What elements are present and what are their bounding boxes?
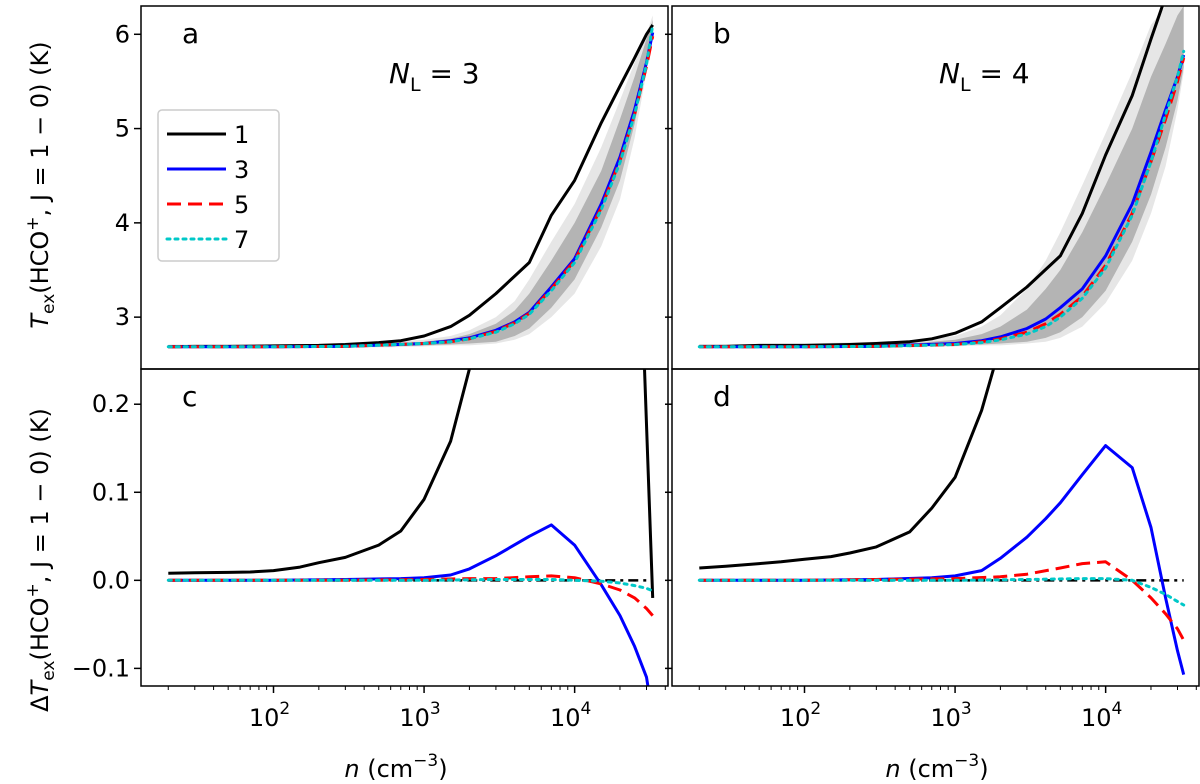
legend-label-1: 1 — [234, 121, 249, 149]
annotation-NL-panel-a: NL = 3 — [389, 57, 480, 96]
series-1-line-panel-c — [168, 369, 655, 598]
legend-box — [157, 109, 280, 262]
panel-letter-b: b — [713, 17, 731, 50]
ylabel-top: Tex(HCO+, J = 1 − 0) (K) — [23, 41, 59, 328]
ytick-label: 4 — [115, 209, 130, 237]
bands-layer — [168, 6, 1184, 348]
series-7-line-panel-c — [166, 578, 655, 593]
xtick-label: 102 — [249, 699, 290, 732]
ytick-label: 0.1 — [92, 478, 130, 506]
series-3-line-panel-c — [168, 523, 650, 686]
ytick-label: 6 — [115, 20, 130, 48]
ytick-label: 5 — [115, 115, 130, 143]
legend-label-5: 5 — [234, 191, 249, 219]
ytick-label: −0.1 — [72, 654, 130, 682]
xtick-label: 104 — [550, 699, 591, 732]
series-7-line-panel-a — [166, 23, 655, 349]
panel-letter-c: c — [182, 380, 197, 413]
panel-letter-d: d — [713, 380, 731, 413]
ytick-label: 3 — [115, 303, 130, 331]
legend: 1 3 5 7 — [157, 109, 280, 262]
xtick-label: 104 — [1081, 699, 1122, 732]
ylabel-bottom: ΔTex(HCO+, J = 1 − 0) (K) — [23, 408, 59, 712]
series-5-line-panel-c — [168, 574, 654, 617]
xtick-label: 103 — [930, 699, 971, 732]
series-7-line-panel-d — [697, 577, 1186, 607]
xtick-label: 102 — [780, 699, 821, 732]
text-layer: 3 4 5 6 a NL = 3 b NL = 4 −0.1 0.0 0.1 0.2 102 103 104… — [23, 17, 1122, 783]
xtick-label: 103 — [399, 699, 440, 732]
frame-panel-c — [140, 368, 669, 687]
panel-letter-a: a — [182, 17, 199, 50]
series-1-line-panel-d — [699, 369, 996, 570]
xlabel-right: n (cm−3) — [885, 751, 988, 783]
band-light-panel-b — [699, 6, 1184, 348]
annotation-NL-panel-b: NL = 4 — [939, 57, 1030, 96]
ytick-label: 0.2 — [92, 390, 130, 418]
frame-panel-d — [671, 368, 1200, 687]
lines-layer — [166, 6, 1186, 686]
xlabel-left: n (cm−3) — [344, 751, 447, 783]
series-5-line-panel-d — [699, 560, 1186, 641]
series-3-line-panel-d — [699, 444, 1186, 675]
ytick-label: 0.0 — [92, 566, 130, 594]
legend-label-7: 7 — [234, 226, 249, 254]
axes-layer — [134, 5, 1200, 693]
series-7-line-panel-b — [697, 49, 1186, 349]
legend-label-3: 3 — [234, 156, 249, 184]
